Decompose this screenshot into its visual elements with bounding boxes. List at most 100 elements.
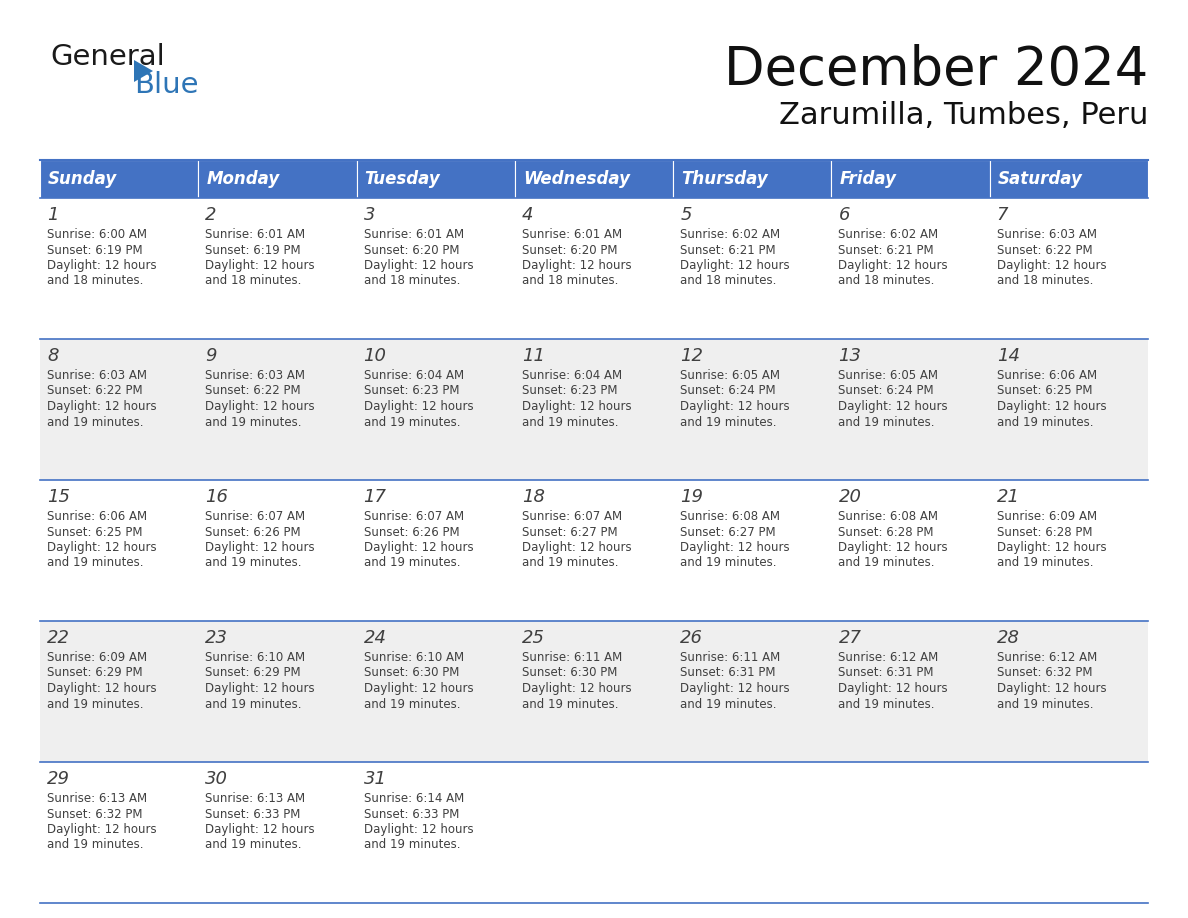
Text: 23: 23	[206, 629, 228, 647]
Bar	[674, 198, 832, 339]
Text: 17: 17	[364, 488, 386, 506]
Text: Daylight: 12 hours: Daylight: 12 hours	[206, 682, 315, 695]
Bar	[198, 621, 356, 762]
Bar	[832, 762, 990, 903]
Text: Daylight: 12 hours: Daylight: 12 hours	[364, 823, 473, 836]
Bar	[990, 480, 1148, 621]
Text: 3: 3	[364, 206, 375, 224]
Text: 10: 10	[364, 347, 386, 365]
Text: Daylight: 12 hours: Daylight: 12 hours	[839, 682, 948, 695]
Bar	[356, 160, 514, 198]
Text: Sunset: 6:31 PM: Sunset: 6:31 PM	[839, 666, 934, 679]
Text: 11: 11	[522, 347, 545, 365]
Text: Sunrise: 6:06 AM: Sunrise: 6:06 AM	[48, 510, 147, 523]
Bar	[990, 198, 1148, 339]
Bar	[40, 480, 198, 621]
Bar	[356, 480, 514, 621]
Text: and 19 minutes.: and 19 minutes.	[364, 698, 460, 711]
Text: 16: 16	[206, 488, 228, 506]
Bar	[674, 480, 832, 621]
Text: 7: 7	[997, 206, 1009, 224]
Bar	[514, 198, 674, 339]
Text: and 19 minutes.: and 19 minutes.	[997, 416, 1093, 429]
Text: Tuesday: Tuesday	[365, 170, 441, 188]
Text: Sunrise: 6:07 AM: Sunrise: 6:07 AM	[206, 510, 305, 523]
Text: Daylight: 12 hours: Daylight: 12 hours	[364, 682, 473, 695]
Text: 14: 14	[997, 347, 1019, 365]
Text: Sunset: 6:28 PM: Sunset: 6:28 PM	[839, 525, 934, 539]
Text: and 18 minutes.: and 18 minutes.	[522, 274, 618, 287]
Text: Sunrise: 6:04 AM: Sunrise: 6:04 AM	[522, 369, 623, 382]
Text: Sunrise: 6:03 AM: Sunrise: 6:03 AM	[48, 369, 147, 382]
Bar	[514, 160, 674, 198]
Text: Monday: Monday	[207, 170, 279, 188]
Text: Daylight: 12 hours: Daylight: 12 hours	[681, 682, 790, 695]
Text: Daylight: 12 hours: Daylight: 12 hours	[48, 823, 157, 836]
Text: 31: 31	[364, 770, 386, 788]
Text: Daylight: 12 hours: Daylight: 12 hours	[839, 400, 948, 413]
Text: Sunrise: 6:10 AM: Sunrise: 6:10 AM	[364, 651, 463, 664]
Text: Sunset: 6:23 PM: Sunset: 6:23 PM	[522, 385, 618, 397]
Text: Sunset: 6:24 PM: Sunset: 6:24 PM	[839, 385, 934, 397]
Text: and 18 minutes.: and 18 minutes.	[997, 274, 1093, 287]
Text: Zarumilla, Tumbes, Peru: Zarumilla, Tumbes, Peru	[778, 100, 1148, 129]
Text: Daylight: 12 hours: Daylight: 12 hours	[997, 259, 1106, 272]
Text: Sunrise: 6:07 AM: Sunrise: 6:07 AM	[522, 510, 623, 523]
Text: 20: 20	[839, 488, 861, 506]
Text: 6: 6	[839, 206, 849, 224]
Bar	[198, 160, 356, 198]
Bar	[832, 198, 990, 339]
Text: Sunset: 6:29 PM: Sunset: 6:29 PM	[48, 666, 143, 679]
Text: Sunrise: 6:13 AM: Sunrise: 6:13 AM	[48, 792, 147, 805]
Bar	[990, 621, 1148, 762]
Text: General: General	[50, 43, 165, 71]
Text: Sunrise: 6:00 AM: Sunrise: 6:00 AM	[48, 228, 147, 241]
Text: Sunrise: 6:04 AM: Sunrise: 6:04 AM	[364, 369, 463, 382]
Text: Sunset: 6:19 PM: Sunset: 6:19 PM	[48, 243, 143, 256]
Bar	[198, 762, 356, 903]
Text: and 19 minutes.: and 19 minutes.	[522, 416, 619, 429]
Text: and 18 minutes.: and 18 minutes.	[206, 274, 302, 287]
Text: Daylight: 12 hours: Daylight: 12 hours	[997, 541, 1106, 554]
Text: 5: 5	[681, 206, 691, 224]
Text: and 19 minutes.: and 19 minutes.	[206, 416, 302, 429]
Text: Thursday: Thursday	[681, 170, 767, 188]
Text: Sunset: 6:27 PM: Sunset: 6:27 PM	[522, 525, 618, 539]
Text: Sunset: 6:23 PM: Sunset: 6:23 PM	[364, 385, 459, 397]
Text: Friday: Friday	[840, 170, 897, 188]
Bar	[514, 480, 674, 621]
Text: and 19 minutes.: and 19 minutes.	[997, 556, 1093, 569]
Bar	[356, 198, 514, 339]
Text: Daylight: 12 hours: Daylight: 12 hours	[522, 259, 632, 272]
Text: and 19 minutes.: and 19 minutes.	[681, 416, 777, 429]
Text: Wednesday: Wednesday	[523, 170, 630, 188]
Text: and 19 minutes.: and 19 minutes.	[48, 838, 144, 852]
Text: 25: 25	[522, 629, 545, 647]
Text: and 19 minutes.: and 19 minutes.	[997, 698, 1093, 711]
Text: 8: 8	[48, 347, 58, 365]
Text: Daylight: 12 hours: Daylight: 12 hours	[997, 682, 1106, 695]
Text: and 19 minutes.: and 19 minutes.	[364, 416, 460, 429]
Bar	[514, 621, 674, 762]
Text: Sunrise: 6:11 AM: Sunrise: 6:11 AM	[681, 651, 781, 664]
Text: Daylight: 12 hours: Daylight: 12 hours	[522, 400, 632, 413]
Text: Sunset: 6:28 PM: Sunset: 6:28 PM	[997, 525, 1092, 539]
Text: Saturday: Saturday	[998, 170, 1082, 188]
Text: and 19 minutes.: and 19 minutes.	[206, 838, 302, 852]
Text: Daylight: 12 hours: Daylight: 12 hours	[522, 541, 632, 554]
Bar	[514, 339, 674, 480]
Text: 13: 13	[839, 347, 861, 365]
Text: Daylight: 12 hours: Daylight: 12 hours	[48, 541, 157, 554]
Bar	[356, 339, 514, 480]
Text: Sunrise: 6:02 AM: Sunrise: 6:02 AM	[839, 228, 939, 241]
Text: Sunrise: 6:02 AM: Sunrise: 6:02 AM	[681, 228, 781, 241]
Text: Sunrise: 6:05 AM: Sunrise: 6:05 AM	[839, 369, 939, 382]
Text: Daylight: 12 hours: Daylight: 12 hours	[48, 259, 157, 272]
Text: and 19 minutes.: and 19 minutes.	[522, 698, 619, 711]
Text: Sunset: 6:20 PM: Sunset: 6:20 PM	[522, 243, 618, 256]
Text: Sunrise: 6:09 AM: Sunrise: 6:09 AM	[997, 510, 1097, 523]
Text: Sunset: 6:19 PM: Sunset: 6:19 PM	[206, 243, 301, 256]
Text: and 19 minutes.: and 19 minutes.	[364, 838, 460, 852]
Text: 18: 18	[522, 488, 545, 506]
Text: 15: 15	[48, 488, 70, 506]
